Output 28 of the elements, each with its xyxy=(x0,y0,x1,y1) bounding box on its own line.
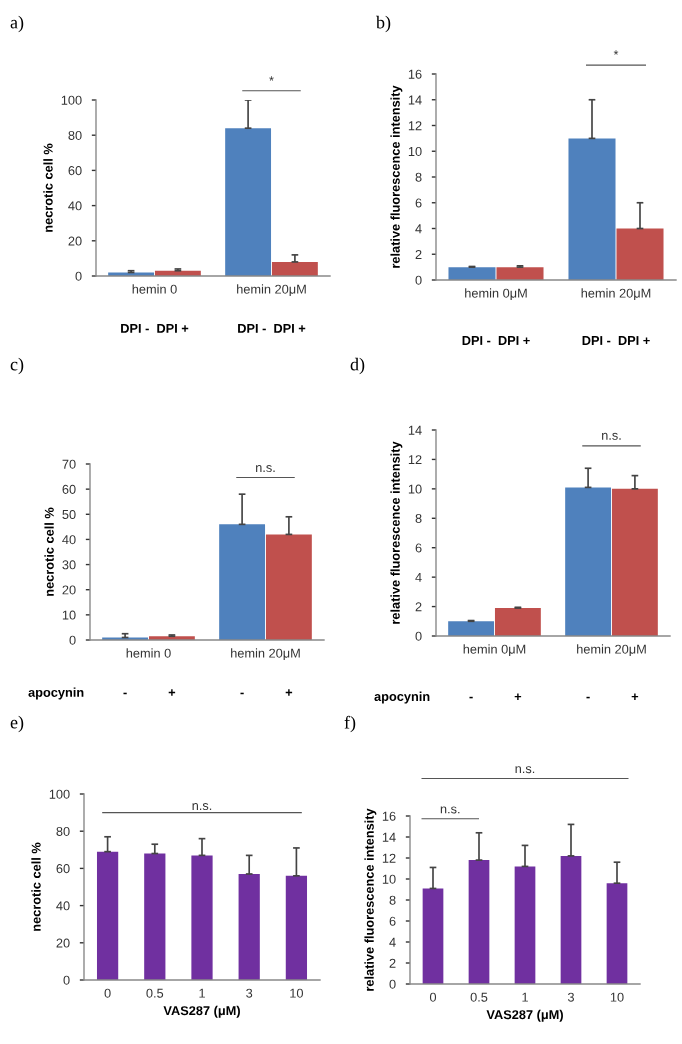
bar xyxy=(422,888,444,984)
chart-title: b) xyxy=(376,15,391,33)
bar xyxy=(271,261,318,276)
bar xyxy=(496,267,544,280)
bar xyxy=(265,534,312,640)
bar xyxy=(514,866,536,984)
bar xyxy=(494,608,541,636)
chart-title: e) xyxy=(10,715,24,733)
bar xyxy=(225,128,272,276)
bar xyxy=(448,267,496,280)
bar xyxy=(448,621,495,636)
chart-title: d) xyxy=(350,357,365,375)
bar xyxy=(238,873,260,980)
chart-title: c) xyxy=(10,357,24,375)
bar xyxy=(606,883,628,984)
chart-title: a) xyxy=(10,15,24,33)
bar xyxy=(468,860,490,984)
bar xyxy=(560,855,582,984)
bar xyxy=(616,228,664,280)
bar xyxy=(568,138,616,280)
chart-title: f) xyxy=(344,715,356,733)
bar xyxy=(565,487,612,636)
bar xyxy=(219,524,266,640)
bar xyxy=(191,855,213,980)
bar xyxy=(285,875,308,980)
bar xyxy=(611,488,658,636)
bar xyxy=(96,851,119,980)
bar xyxy=(144,853,166,980)
